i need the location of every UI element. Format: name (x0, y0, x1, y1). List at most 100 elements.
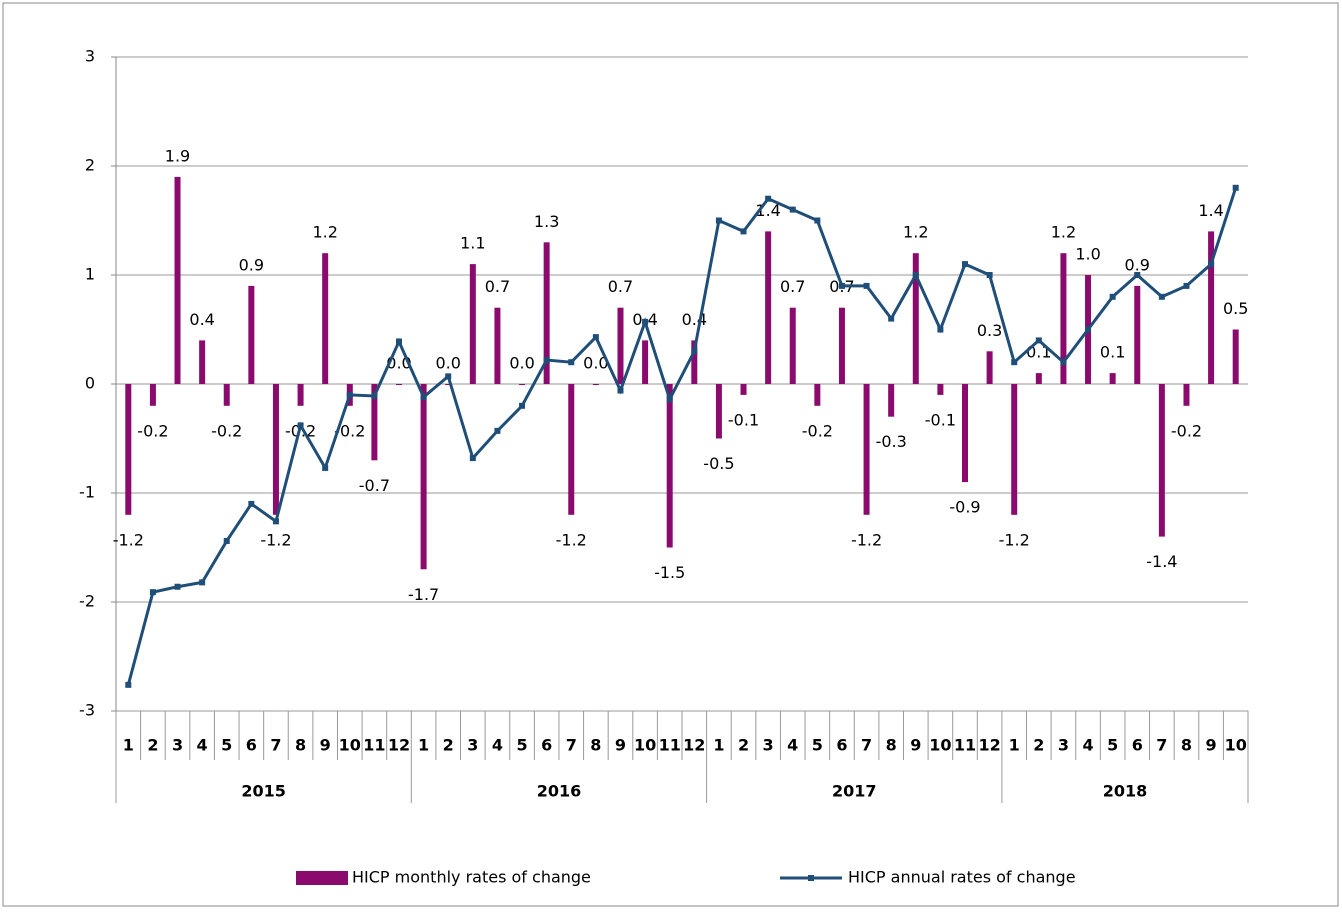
data-label: -0.3 (876, 432, 907, 451)
bar (272, 384, 279, 515)
line-marker (568, 359, 575, 366)
data-label: 0.7 (608, 277, 633, 296)
data-label: -0.1 (728, 410, 759, 429)
data-label: 0.5 (1223, 299, 1248, 318)
bar (1183, 384, 1190, 406)
data-label: -0.2 (802, 421, 833, 440)
line-marker (149, 589, 156, 596)
year-label: 2017 (832, 782, 877, 801)
line-marker (420, 394, 427, 401)
x-tick-label: 2 (1033, 736, 1044, 755)
line-marker (592, 334, 599, 341)
line-marker (937, 326, 944, 333)
x-tick-label: 11 (363, 736, 385, 755)
bar (838, 307, 845, 384)
y-tick-label: -1 (79, 483, 95, 502)
data-label: -0.2 (137, 421, 168, 440)
line-marker (223, 537, 230, 544)
bar (149, 384, 156, 406)
legend-swatch (296, 871, 348, 885)
bar (248, 285, 255, 384)
bar (617, 307, 624, 384)
line-marker (691, 348, 698, 355)
bar (912, 253, 919, 384)
data-label: -1.2 (851, 530, 882, 549)
legend-label: HICP annual rates of change (848, 868, 1076, 887)
bar (1109, 373, 1116, 384)
bar (765, 231, 772, 384)
bar (715, 384, 722, 439)
line-marker (1208, 261, 1215, 268)
bar (371, 384, 378, 461)
bar (740, 384, 747, 395)
x-tick-label: 8 (1181, 736, 1192, 755)
bar (937, 384, 944, 395)
x-tick-label: 7 (566, 736, 577, 755)
x-tick-label: 2 (443, 736, 454, 755)
x-tick-label: 5 (221, 736, 232, 755)
line-marker (125, 681, 132, 688)
x-tick-label: 7 (1156, 736, 1167, 755)
line-marker (1060, 359, 1067, 366)
bar (322, 253, 329, 384)
bar (962, 384, 968, 483)
line-marker (789, 206, 796, 213)
line (126, 187, 1238, 686)
line-marker (814, 217, 821, 224)
bar (543, 242, 550, 384)
data-label: -0.7 (359, 476, 390, 495)
data-label: 0.1 (1026, 343, 1051, 362)
x-tick-label: 2 (147, 736, 158, 755)
line-marker (838, 282, 845, 289)
data-label: -1.2 (260, 530, 291, 549)
data-label: 0.4 (682, 310, 707, 329)
line-marker (396, 338, 402, 345)
x-tick-label: 1 (1009, 736, 1020, 755)
x-tick-label: 12 (683, 736, 705, 755)
data-label: -0.1 (925, 410, 956, 429)
line-marker (199, 579, 206, 586)
legend-marker (808, 875, 814, 881)
bar (469, 264, 476, 384)
bar (1134, 285, 1141, 384)
data-label: -0.5 (703, 454, 734, 473)
y-tick-label: 3 (85, 47, 95, 66)
line-marker (1158, 293, 1165, 300)
x-tick-label: 7 (270, 736, 281, 755)
data-label: 1.2 (903, 223, 928, 242)
data-label: 1.2 (1051, 223, 1076, 242)
data-label: -0.2 (334, 421, 365, 440)
legend: HICP monthly rates of change HICP annual … (296, 868, 1076, 887)
x-tick-label: 3 (1058, 736, 1069, 755)
x-tick-label: 5 (516, 736, 527, 755)
bar (1208, 231, 1215, 384)
data-label: 0.0 (435, 354, 460, 373)
line-marker (543, 357, 550, 364)
bar (199, 340, 206, 384)
data-label: -0.2 (1171, 421, 1202, 440)
x-tick-label: 9 (910, 736, 921, 755)
data-label: -1.2 (113, 530, 144, 549)
x-tick-label: 10 (929, 736, 951, 755)
x-tick-label: 6 (1132, 736, 1143, 755)
x-tick-label: 12 (978, 736, 1000, 755)
x-tick-label: 11 (954, 736, 976, 755)
data-label: 1.4 (1198, 201, 1223, 220)
line-marker (1183, 282, 1190, 289)
data-label: 1.3 (534, 212, 559, 231)
bar (642, 340, 649, 384)
x-tick-label: 4 (1082, 736, 1093, 755)
bar (888, 384, 895, 417)
y-tick-label: -3 (79, 701, 95, 720)
data-label: -1.2 (999, 530, 1030, 549)
x-tick-label: 9 (615, 736, 626, 755)
data-label: 1.2 (312, 223, 337, 242)
line-marker (445, 373, 452, 380)
data-label: 1.0 (1075, 245, 1100, 264)
data-label: 0.7 (485, 277, 510, 296)
bar (174, 176, 181, 384)
bar (1060, 253, 1067, 384)
x-tick-label: 6 (246, 736, 257, 755)
line-marker (1085, 326, 1092, 333)
bar (396, 384, 402, 385)
